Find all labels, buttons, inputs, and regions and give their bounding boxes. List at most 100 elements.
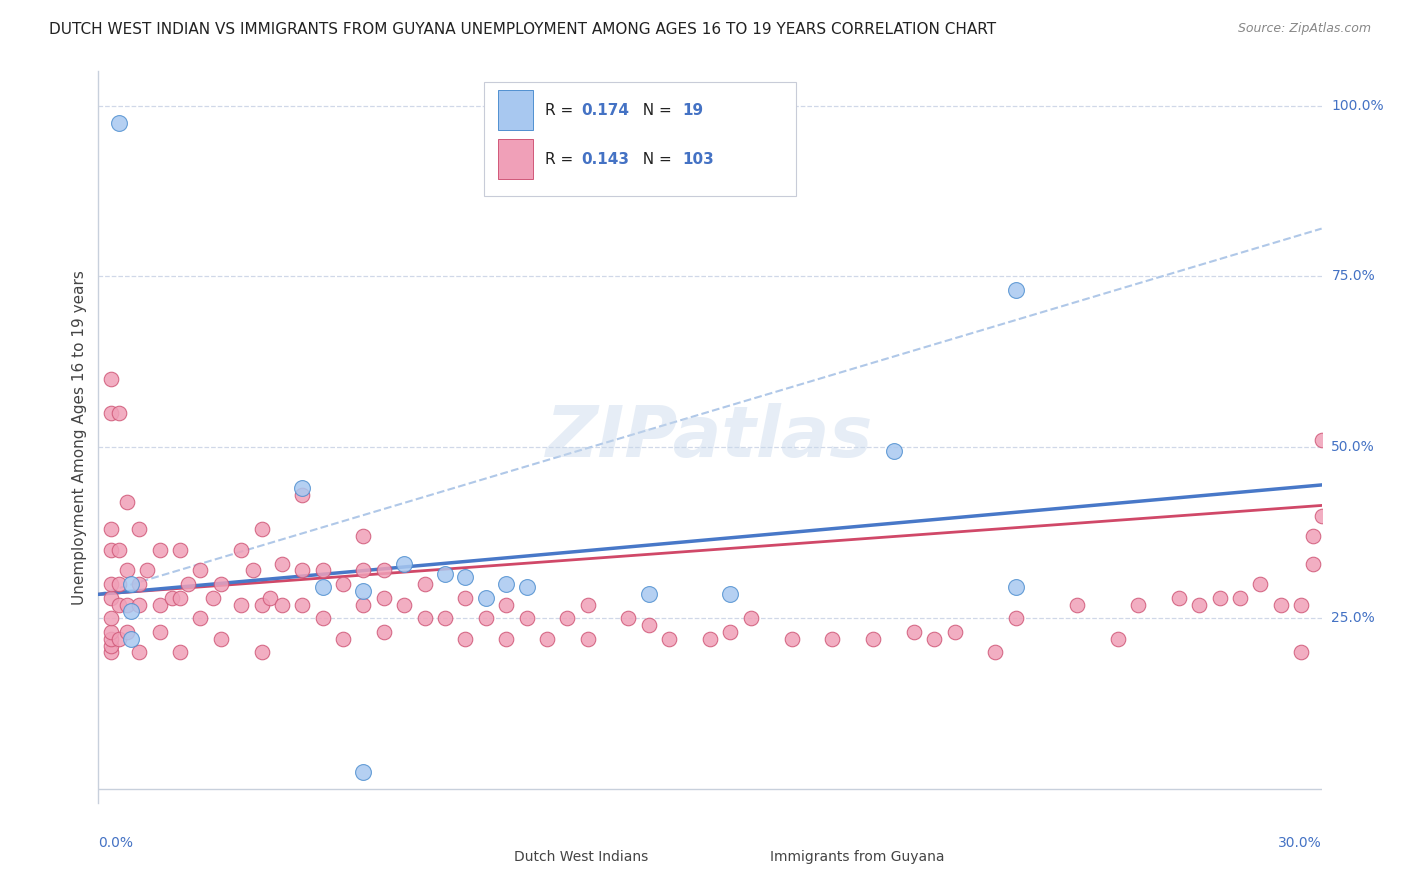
Point [984,645,1007,659]
Point [259,591,281,605]
Point [637,587,661,601]
Point [352,529,374,543]
Point [699,632,721,646]
Point [160,591,183,605]
Point [115,598,138,612]
Text: Source: ZipAtlas.com: Source: ZipAtlas.com [1237,22,1371,36]
Point [100,372,122,386]
Text: 100.0%: 100.0% [1331,98,1384,112]
Point [1209,591,1232,605]
Point [128,577,150,591]
Point [100,591,122,605]
Point [1291,645,1313,659]
Point [188,563,212,577]
Point [413,577,436,591]
Point [108,406,131,420]
Point [413,611,436,625]
Point [120,632,142,646]
Point [1249,577,1271,591]
Point [454,570,477,584]
Point [108,632,131,646]
Point [352,563,374,577]
Point [576,598,599,612]
Point [128,645,150,659]
Point [242,563,264,577]
Text: 0.174: 0.174 [582,103,630,118]
Point [373,591,395,605]
Point [1188,598,1211,612]
Point [209,577,232,591]
Text: ZIPatlas: ZIPatlas [547,402,873,472]
Point [718,624,742,639]
Point [474,611,498,625]
Text: R =: R = [546,152,578,167]
FancyBboxPatch shape [778,839,808,858]
FancyBboxPatch shape [484,82,796,195]
Point [120,577,142,591]
Point [1270,598,1292,612]
Point [373,563,395,577]
Text: 25.0%: 25.0% [1331,611,1375,625]
Point [100,645,122,659]
Point [100,522,122,536]
Point [922,632,945,646]
Point [120,604,142,618]
Point [821,632,844,646]
Text: 103: 103 [682,152,714,167]
Point [115,624,138,639]
Point [637,618,661,632]
Point [1310,434,1333,448]
Point [169,591,191,605]
Point [100,406,122,420]
Point [617,611,640,625]
Text: 75.0%: 75.0% [1331,269,1375,284]
Text: 19: 19 [682,103,703,118]
Point [516,611,538,625]
Point [1229,591,1251,605]
Point [943,624,966,639]
Point [862,632,884,646]
Text: DUTCH WEST INDIAN VS IMMIGRANTS FROM GUYANA UNEMPLOYMENT AMONG AGES 16 TO 19 YEA: DUTCH WEST INDIAN VS IMMIGRANTS FROM GUY… [49,22,997,37]
Point [1167,591,1189,605]
Point [312,563,335,577]
Point [495,577,517,591]
Point [474,591,498,605]
Text: 50.0%: 50.0% [1331,441,1375,454]
Point [1310,508,1333,523]
Point [495,598,517,612]
Point [332,577,354,591]
Point [352,598,374,612]
Point [291,598,314,612]
Point [100,611,122,625]
Point [188,611,212,625]
Point [1291,598,1313,612]
Point [108,598,131,612]
Point [495,632,517,646]
Point [115,563,138,577]
Point [536,632,558,646]
Point [1004,611,1026,625]
Point [312,611,335,625]
Point [1004,283,1026,297]
Point [780,632,803,646]
Point [169,645,191,659]
Text: R =: R = [546,103,578,118]
Point [903,624,925,639]
Point [100,577,122,591]
Point [250,645,273,659]
Point [291,481,314,495]
Point [128,522,150,536]
Point [434,611,457,625]
Point [454,632,477,646]
Text: Immigrants from Guyana: Immigrants from Guyana [769,850,943,864]
Point [352,583,374,598]
Point [1066,598,1088,612]
Point [434,566,457,581]
Point [883,443,905,458]
Point [392,557,416,571]
Point [555,611,579,625]
Point [373,624,395,639]
Point [108,115,131,129]
Point [115,495,138,509]
FancyBboxPatch shape [498,139,533,179]
